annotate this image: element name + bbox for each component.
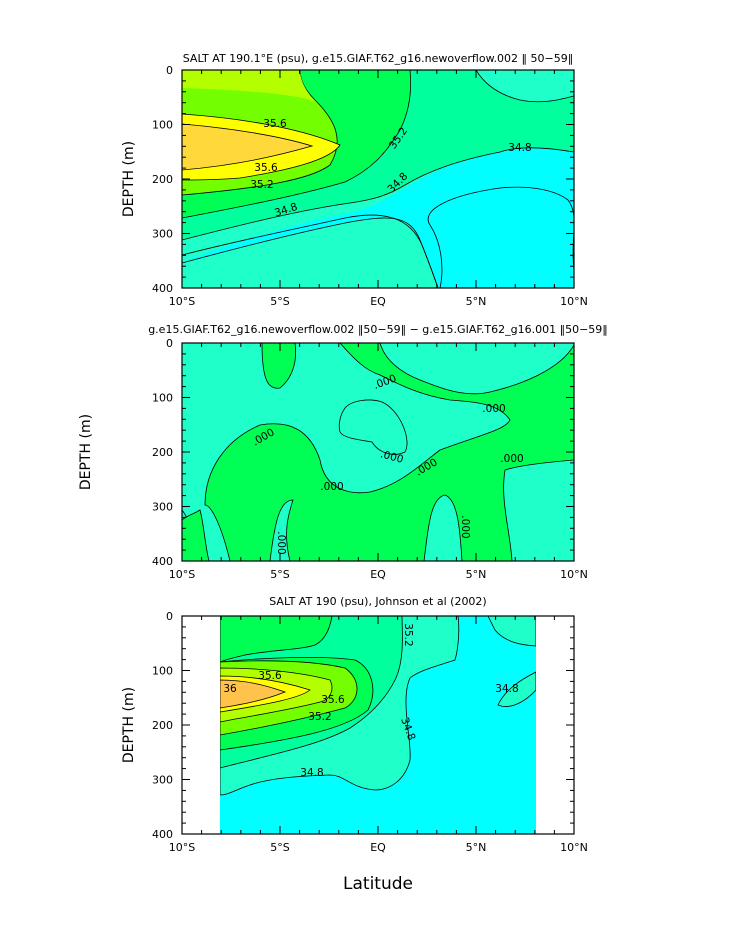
y-tick-label: 300 (152, 774, 173, 787)
x-tick-label: 10°S (169, 295, 195, 308)
x-tick-label: EQ (370, 568, 386, 581)
y-tick-label: 200 (152, 719, 173, 732)
panel-3-ylabel: DEPTH (m) (121, 687, 137, 763)
panel-3: SALT AT 190 (psu), Johnson et al (2002) … (121, 595, 588, 854)
y-tick-label: 100 (152, 665, 173, 678)
x-tick-label: 5°S (270, 568, 289, 581)
y-tick-label: 400 (152, 282, 173, 295)
panel-2-field (182, 343, 574, 561)
y-tick-label: 400 (152, 828, 173, 841)
x-tick-label: 5°N (466, 295, 487, 308)
x-tick-label: 10°S (169, 568, 195, 581)
fill-gold (182, 123, 314, 171)
fill-green (261, 343, 297, 389)
y-tick-label: 200 (152, 173, 173, 186)
contour-label: 34.8 (495, 683, 518, 695)
y-tick-label: 400 (152, 555, 173, 568)
y-tick-label: 0 (166, 610, 173, 623)
contour-label: .000 (275, 531, 287, 554)
panel-2-ylabel: DEPTH (m) (78, 414, 94, 490)
panel-1-title: SALT AT 190.1°E (psu), g.e15.GIAF.T62_g1… (183, 52, 574, 65)
y-tick-label: 300 (152, 501, 173, 514)
contour-label: 35.2 (250, 179, 273, 191)
contour-label: 35.2 (402, 623, 414, 646)
x-tick-label: 10°N (560, 568, 588, 581)
panel-1: SALT AT 190.1°E (psu), g.e15.GIAF.T62_g1… (121, 52, 588, 308)
x-tick-label: 10°N (560, 295, 588, 308)
contour-label: 36 (223, 683, 237, 695)
contour-label: .000 (500, 453, 523, 465)
contour-label: 34.8 (508, 142, 531, 154)
y-tick-label: 0 (166, 64, 173, 77)
x-tick-label: 10°S (169, 841, 195, 854)
fill-yellow-green (182, 70, 316, 102)
x-axis-label: Latitude (343, 874, 413, 894)
panel-3-field (220, 616, 536, 834)
y-tick-label: 200 (152, 446, 173, 459)
y-tick-label: 100 (152, 392, 173, 405)
contour-label: .000 (459, 515, 471, 538)
fill-orange (220, 679, 287, 709)
panel-2-title: g.e15.GIAF.T62_g16.newoverflow.002 ‖50−5… (148, 323, 608, 336)
x-tick-label: 10°N (560, 841, 588, 854)
x-tick-label: 5°N (466, 568, 487, 581)
panel-2: g.e15.GIAF.T62_g16.newoverflow.002 ‖50−5… (78, 323, 608, 581)
contour-label: 35.6 (321, 694, 345, 706)
x-tick-label: 5°S (270, 841, 289, 854)
panel-1-ticks: 10°S 5°S EQ 5°N 10°N 0 100 200 300 400 (152, 64, 588, 308)
fill-green (204, 343, 574, 561)
panel-1-field (182, 70, 574, 288)
contour-label: 35.2 (308, 711, 331, 723)
fill-aqua (338, 399, 408, 455)
y-tick-label: 0 (166, 337, 173, 350)
contour-label: 35.6 (254, 162, 278, 174)
contour-label: .000 (482, 403, 505, 415)
x-tick-label: 5°S (270, 295, 289, 308)
panel-1-ylabel: DEPTH (m) (121, 141, 137, 217)
panel-2-ticks: 10°S 5°S EQ 5°N 10°N 0 100 200 300 400 (152, 337, 588, 581)
x-tick-label: 5°N (466, 841, 487, 854)
panel-3-title: SALT AT 190 (psu), Johnson et al (2002) (269, 595, 486, 608)
contour-label: .000 (379, 448, 405, 466)
contour-label: 34.8 (300, 767, 323, 779)
panel-3-ticks: 10°S 5°S EQ 5°N 10°N 0 100 200 300 400 (152, 610, 588, 854)
contour-label: 35.6 (258, 670, 282, 682)
y-tick-label: 300 (152, 228, 173, 241)
contour-label: 35.6 (263, 118, 287, 130)
x-tick-label: EQ (370, 295, 386, 308)
y-tick-label: 100 (152, 119, 173, 132)
contour-label: .000 (320, 481, 343, 493)
x-tick-label: EQ (370, 841, 386, 854)
